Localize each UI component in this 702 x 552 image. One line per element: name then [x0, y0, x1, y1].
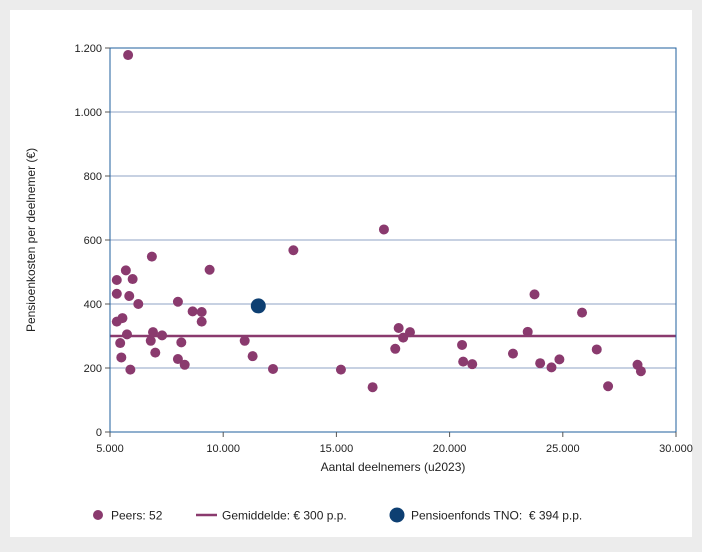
peer-point [554, 354, 565, 365]
x-axis-title: Aantal deelnemers (u2023) [321, 460, 466, 474]
peer-point [187, 306, 198, 317]
peer-point [635, 366, 646, 377]
peer-point [145, 335, 156, 346]
y-tick-label: 800 [84, 171, 102, 183]
legend: Peers: 52 Gemiddelde: € 300 p.p. Pensioe… [93, 507, 582, 523]
peer-point [111, 275, 122, 285]
peer-point [133, 299, 144, 309]
peer-point [196, 307, 207, 317]
peer-point [335, 364, 346, 375]
peer-point [378, 224, 389, 235]
peer-point [507, 348, 518, 359]
peer-point [546, 362, 557, 373]
peer-point [404, 327, 415, 338]
peer-point [529, 289, 540, 300]
y-tick-label: 1.200 [74, 43, 102, 55]
peer-point [146, 251, 157, 262]
peer-point [458, 356, 469, 367]
peer-point [398, 332, 409, 343]
highlight-point-group [250, 298, 266, 314]
x-tick-label: 10.000 [206, 443, 240, 455]
x-tick-label: 30.000 [659, 443, 693, 455]
peer-point [196, 316, 207, 327]
peer-point [457, 339, 468, 350]
peer-point [591, 344, 602, 355]
peer-point [239, 335, 250, 346]
y-axis-title: Pensioenkosten per deelnemer (€) [24, 148, 38, 332]
peer-point [288, 245, 299, 256]
peer-point [204, 264, 215, 275]
y-tick-label: 600 [84, 235, 102, 247]
y-axis-ticks: 0 200 400 600 800 1.000 1.200 [74, 43, 110, 439]
x-tick-label: 20.000 [433, 443, 467, 455]
legend-average-label: Gemiddelde: € 300 p.p. [222, 509, 347, 523]
peer-point [115, 338, 126, 349]
legend-tno-label: Pensioenfonds TNO: € 394 p.p. [411, 509, 582, 523]
peer-point [172, 354, 183, 365]
legend-peers-label: Peers: 52 [111, 509, 163, 523]
x-tick-label: 15.000 [320, 443, 354, 455]
data-points [111, 50, 646, 393]
x-tick-label: 5.000 [96, 443, 124, 455]
peer-point [157, 330, 168, 341]
legend-peers-marker [93, 510, 103, 520]
peer-point [121, 329, 132, 340]
peer-point [390, 343, 401, 354]
peer-point [179, 359, 190, 370]
y-tick-label: 200 [84, 363, 102, 375]
legend-tno-marker [389, 507, 405, 523]
peer-point [603, 381, 614, 392]
peer-point [247, 351, 258, 362]
peer-point [117, 313, 128, 324]
x-axis-ticks: 5.000 10.000 15.000 20.000 25.000 30.000 [96, 432, 693, 455]
x-tick-label: 25.000 [546, 443, 580, 455]
peer-point [123, 50, 134, 61]
peer-point [522, 326, 533, 337]
peer-point [367, 382, 378, 393]
peer-point [127, 274, 138, 285]
peer-point [176, 337, 187, 348]
grid-lines [110, 111, 676, 369]
peer-point [150, 347, 161, 358]
peer-point [393, 323, 404, 333]
peer-point [116, 352, 127, 363]
peer-point [268, 363, 279, 374]
peer-point [577, 307, 588, 318]
peer-point [111, 288, 122, 299]
chart-panel [10, 10, 692, 537]
y-tick-label: 400 [84, 299, 102, 311]
peer-point [172, 296, 183, 307]
tno-point [250, 298, 266, 314]
peer-point [124, 291, 135, 301]
y-tick-label: 1.000 [74, 107, 102, 119]
y-tick-label: 0 [96, 427, 102, 439]
peer-point [535, 358, 546, 369]
peer-point [125, 364, 136, 375]
peer-point [467, 359, 478, 370]
peer-point [120, 265, 131, 276]
peer-point [148, 327, 159, 338]
